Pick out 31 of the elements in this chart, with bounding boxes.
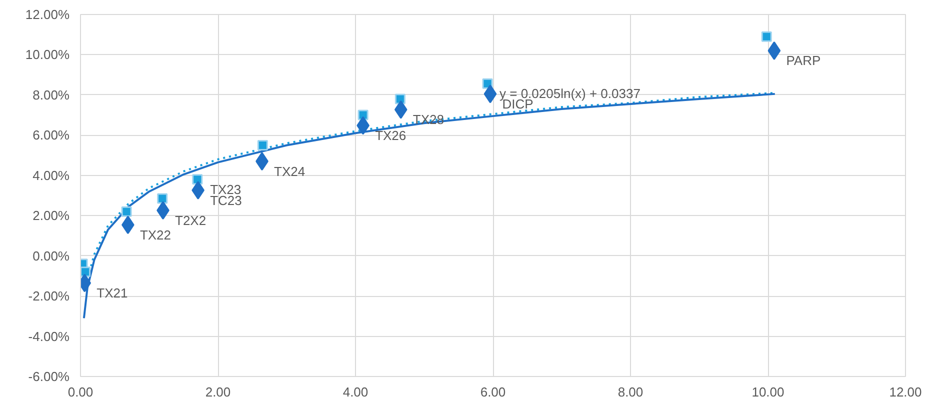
annotation: PARP <box>786 53 821 68</box>
y-tick-label: 12.00% <box>25 7 70 22</box>
annotation: TX24 <box>274 164 306 179</box>
y-tick-label: 4.00% <box>32 168 70 183</box>
point <box>192 174 203 185</box>
annotation: TX26 <box>375 128 406 144</box>
y-tick-label: 6.00% <box>32 128 70 143</box>
point <box>157 193 168 204</box>
y-tick-label: 10.00% <box>25 47 70 62</box>
y-tick-label: 2.00% <box>32 208 70 224</box>
y-tick-label: -6.00% <box>28 369 70 384</box>
y-tick-label: -2.00% <box>28 288 70 304</box>
point <box>257 140 268 150</box>
annotation: T2X2 <box>175 212 206 228</box>
point <box>761 31 772 42</box>
x-tick-label: 2.00 <box>205 384 231 400</box>
point <box>484 84 497 104</box>
x-tick-label: 4.00 <box>342 384 368 400</box>
x-tick-label: 0.00 <box>68 384 94 400</box>
x-tick-label: 8.00 <box>618 384 644 400</box>
annotation: TX21 <box>96 285 128 300</box>
point <box>768 41 781 60</box>
point <box>121 206 132 217</box>
y-tick-label: 8.00% <box>32 87 70 102</box>
y-tick-label: 0.00% <box>32 248 70 264</box>
x-tick-label: 6.00 <box>480 384 506 400</box>
x-tick-label: 12.00 <box>889 384 922 400</box>
x-tick-label: 10.00 <box>752 384 784 400</box>
point <box>394 100 408 119</box>
y-tick-label: -4.00% <box>28 328 70 344</box>
annotation: TX22 <box>140 227 172 242</box>
